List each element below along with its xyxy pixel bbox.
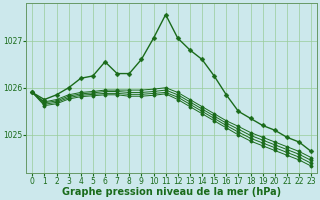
X-axis label: Graphe pression niveau de la mer (hPa): Graphe pression niveau de la mer (hPa) <box>62 187 281 197</box>
